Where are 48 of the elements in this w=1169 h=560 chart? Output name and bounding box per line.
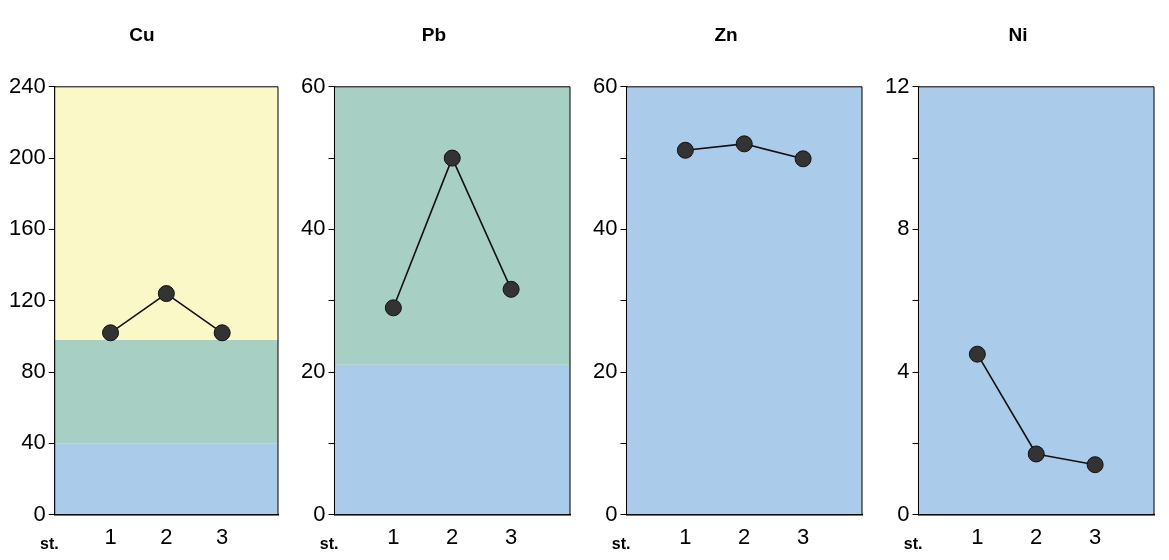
x-tick-label: 1 — [679, 523, 692, 549]
x-tick-label: 3 — [796, 523, 810, 549]
chart-title: Cu — [129, 23, 155, 45]
point — [1086, 456, 1104, 474]
y-tick-label: 120 — [8, 286, 46, 312]
x-tick-label: 2 — [446, 523, 459, 549]
y-tick-label: 60 — [592, 72, 618, 98]
y-tick-label: 20 — [300, 358, 326, 384]
point — [794, 150, 812, 168]
x-tick-label: 3 — [504, 523, 518, 549]
x-axis-title: st. — [319, 535, 339, 553]
point — [676, 141, 694, 159]
point — [384, 299, 402, 317]
y-tick-label: 0 — [605, 500, 618, 526]
x-axis-title: st. — [611, 535, 631, 553]
point — [443, 149, 461, 167]
chart-title: Pb — [421, 23, 447, 45]
x-axis-title: st. — [40, 535, 59, 553]
point — [968, 345, 986, 363]
y-tick-label: 0 — [897, 500, 910, 526]
point — [502, 280, 520, 298]
y-tick-label: 4 — [897, 358, 910, 384]
x-tick-label: 3 — [1088, 523, 1102, 549]
chart-title: Zn — [714, 23, 738, 45]
x-tick-label: 2 — [738, 523, 751, 549]
y-tick-label: 40 — [592, 215, 618, 241]
y-tick-label: 80 — [21, 358, 46, 384]
y-tick-label: 240 — [8, 72, 46, 98]
point — [1027, 445, 1045, 463]
x-tick-label: 1 — [104, 523, 117, 549]
point — [735, 135, 753, 153]
y-tick-label: 40 — [300, 215, 326, 241]
y-tick-label: 160 — [8, 215, 46, 241]
y-tick-label: 0 — [313, 500, 326, 526]
y-tick-label: 60 — [300, 72, 326, 98]
y-tick-label: 0 — [33, 500, 46, 526]
y-tick-label: 200 — [8, 144, 46, 170]
y-tick-label: 20 — [592, 358, 618, 384]
x-tick-label: 3 — [216, 523, 229, 549]
y-tick-label: 8 — [897, 215, 910, 241]
x-axis-title: st. — [903, 535, 923, 553]
chart-title: Ni — [1008, 23, 1028, 45]
x-tick-label: 2 — [160, 523, 173, 549]
x-tick-label: 1 — [971, 523, 984, 549]
y-tick-label: 40 — [21, 429, 46, 455]
x-tick-label: 1 — [387, 523, 400, 549]
x-tick-label: 2 — [1030, 523, 1043, 549]
y-tick-label: 12 — [884, 72, 910, 98]
